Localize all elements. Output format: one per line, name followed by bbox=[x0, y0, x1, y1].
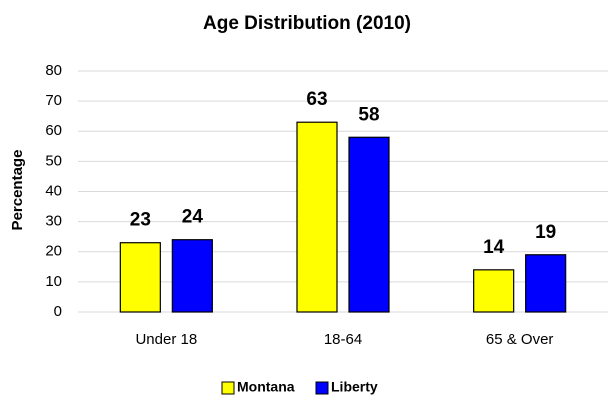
x-tick-label: 18-64 bbox=[324, 331, 362, 348]
x-tick-label: 65 & Over bbox=[486, 331, 554, 348]
bar bbox=[348, 136, 390, 313]
chart-title: Age Distribution (2010) bbox=[203, 13, 411, 34]
legend-label: Liberty bbox=[331, 379, 378, 395]
y-tick-label: 40 bbox=[45, 182, 62, 199]
y-tick-label: 70 bbox=[45, 92, 62, 109]
data-label: 14 bbox=[483, 237, 505, 258]
y-axis-label: Percentage bbox=[9, 150, 26, 231]
bar bbox=[119, 242, 161, 313]
y-tick-label: 20 bbox=[45, 243, 62, 260]
bar bbox=[171, 239, 213, 313]
legend-swatch bbox=[315, 381, 329, 395]
y-tick-label: 10 bbox=[45, 273, 62, 290]
y-tick-label: 60 bbox=[45, 122, 62, 139]
y-tick-label: 80 bbox=[45, 62, 62, 79]
y-tick-label: 30 bbox=[45, 213, 62, 230]
bar bbox=[525, 254, 567, 313]
x-tick-label: Under 18 bbox=[135, 331, 197, 348]
bar bbox=[473, 269, 515, 313]
y-tick-label: 50 bbox=[45, 152, 62, 169]
data-label: 58 bbox=[358, 104, 379, 125]
bar bbox=[296, 121, 338, 313]
data-label: 63 bbox=[306, 89, 327, 110]
data-label: 23 bbox=[130, 210, 151, 231]
legend-swatch bbox=[221, 381, 235, 395]
legend-label: Montana bbox=[237, 379, 295, 395]
y-tick-label: 0 bbox=[54, 303, 62, 320]
data-label: 24 bbox=[182, 207, 204, 228]
data-label: 19 bbox=[535, 222, 556, 243]
